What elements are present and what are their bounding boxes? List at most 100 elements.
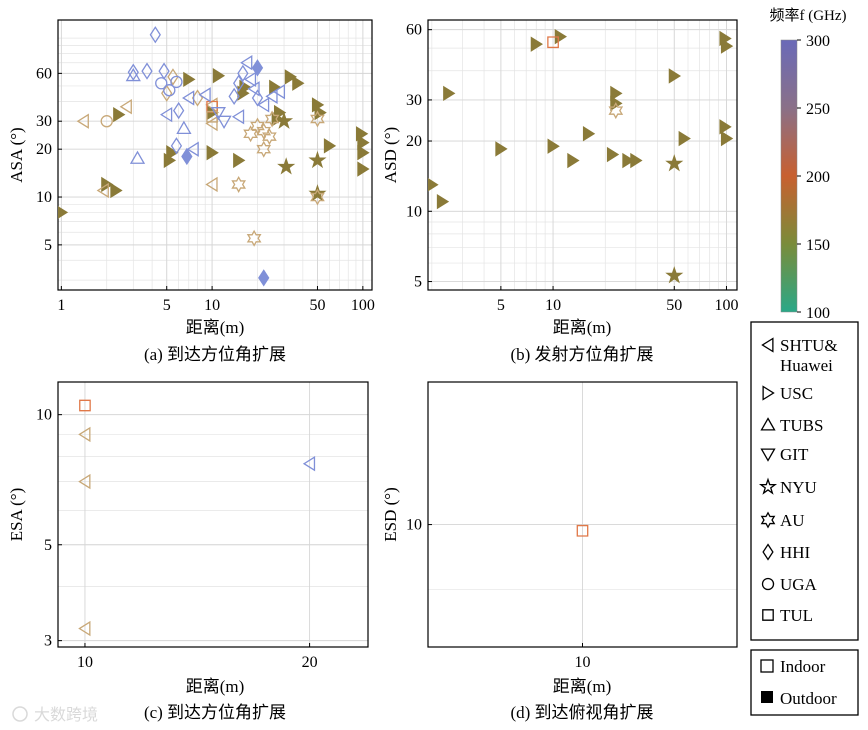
- data-point: [610, 85, 623, 102]
- env-legend-box: [750, 649, 859, 716]
- x-tick-label: 50: [666, 297, 682, 314]
- data-point: [272, 84, 286, 100]
- data-point: [158, 62, 170, 80]
- data-point: [100, 115, 113, 128]
- plot-frame: [57, 19, 373, 291]
- uga-legend-label: UGA: [780, 575, 818, 594]
- y-tick-label: 20: [406, 133, 422, 150]
- panel-caption: (d) 到达俯视角扩展: [510, 703, 653, 722]
- data-point: [308, 150, 327, 169]
- data-point: [258, 269, 270, 287]
- data-point: [198, 87, 211, 103]
- x-tick-label: 5: [497, 297, 505, 314]
- grid: [58, 382, 368, 647]
- data-points: [428, 28, 734, 284]
- data-point: [78, 473, 91, 490]
- y-axis-label: ASD (°): [381, 127, 400, 183]
- data-point: [183, 71, 196, 88]
- data-point: [163, 84, 176, 97]
- data-point: [292, 75, 305, 91]
- y-tick-label: 60: [406, 22, 422, 39]
- data-point: [247, 81, 260, 97]
- data-point: [310, 110, 325, 128]
- x-axis-label: 距离(m): [553, 318, 612, 337]
- colorbar-ticks: 100 150 200 250 300: [797, 33, 830, 322]
- data-point: [308, 184, 327, 202]
- data-point: [79, 399, 91, 412]
- data-point: [495, 141, 508, 157]
- grid: [58, 20, 372, 290]
- data-point: [78, 426, 91, 443]
- marker-legend: SHTU&Huawei USC TUBS GIT NYU AU HHI UGA TUL: [750, 321, 859, 641]
- data-point: [113, 106, 126, 123]
- data-point: [719, 119, 732, 135]
- data-point: [231, 109, 245, 125]
- data-point: [251, 89, 264, 107]
- colorbar-tick-label: 100: [806, 305, 830, 322]
- y-tick-label: 3: [44, 633, 52, 650]
- data-point: [323, 138, 337, 154]
- data-points: [576, 524, 589, 537]
- colorbar-tick-label: 150: [806, 237, 830, 254]
- data-point: [310, 188, 325, 206]
- data-point: [576, 524, 589, 537]
- tul-legend-icon: [762, 609, 774, 621]
- data-point: [622, 152, 635, 169]
- y-tick-label: 10: [406, 517, 422, 534]
- data-point: [206, 145, 219, 161]
- env-legend: Indoor Outdoor: [750, 649, 859, 716]
- data-point: [720, 38, 734, 54]
- shtu-legend-label-line2: Huawei: [780, 356, 833, 375]
- data-point: [428, 178, 439, 192]
- data-point: [232, 74, 245, 92]
- hhi-legend-label: HHI: [780, 543, 811, 562]
- plot-frame: [427, 19, 738, 291]
- panel-b-asd: 5 10 50 100 5 10 20 30 60 距离(m) ASD (°) (b) 发射方位角扩展: [381, 19, 738, 364]
- x-axis-label: 距离(m): [186, 318, 245, 337]
- y-tick-label: 10: [406, 203, 422, 220]
- data-point: [357, 145, 370, 161]
- tubs-legend-icon: [760, 417, 776, 431]
- data-point: [720, 130, 734, 147]
- data-point: [547, 36, 559, 49]
- data-point: [665, 154, 684, 172]
- data-point: [110, 182, 123, 199]
- data-points: [78, 399, 316, 637]
- data-point: [567, 152, 580, 169]
- data-points: [58, 26, 370, 287]
- tubs-legend-label: TUBS: [780, 416, 823, 435]
- data-point: [167, 68, 179, 86]
- grid: [428, 382, 737, 647]
- data-point: [159, 106, 173, 123]
- data-point: [582, 126, 596, 142]
- data-point: [181, 147, 193, 166]
- watermark-text: 大数跨境: [34, 705, 98, 724]
- git-legend-icon: [760, 448, 776, 462]
- data-point: [166, 145, 179, 161]
- data-point: [212, 68, 226, 84]
- x-tick-label: 10: [204, 297, 220, 314]
- y-tick-label: 60: [36, 65, 52, 82]
- nyu-legend-icon: [758, 477, 778, 495]
- data-point: [119, 99, 132, 115]
- y-axis-label: ESD (°): [381, 487, 400, 542]
- x-tick-label: 5: [163, 297, 171, 314]
- y-tick-label: 5: [44, 237, 52, 254]
- data-point: [243, 125, 258, 143]
- colorbar-tick-label: 200: [806, 169, 830, 186]
- shtu-legend-icon: [761, 337, 774, 353]
- usc-legend-icon: [762, 385, 775, 401]
- x-tick-label: 100: [714, 297, 738, 314]
- data-point: [182, 90, 195, 106]
- panel-d-esd: 10 10 距离(m) ESD (°) (d) 到达俯视角扩展: [381, 381, 738, 722]
- colorbar: 频率f (GHz) 100 150 200 250 300: [769, 7, 846, 322]
- data-point: [228, 87, 240, 106]
- data-point: [125, 67, 141, 82]
- data-point: [176, 120, 192, 134]
- panel-caption: (b) 发射方位角扩展: [510, 345, 653, 364]
- x-tick-label: 10: [545, 297, 561, 314]
- data-point: [606, 146, 620, 163]
- colorbar-tick-label: 250: [806, 101, 830, 118]
- data-point: [149, 26, 161, 44]
